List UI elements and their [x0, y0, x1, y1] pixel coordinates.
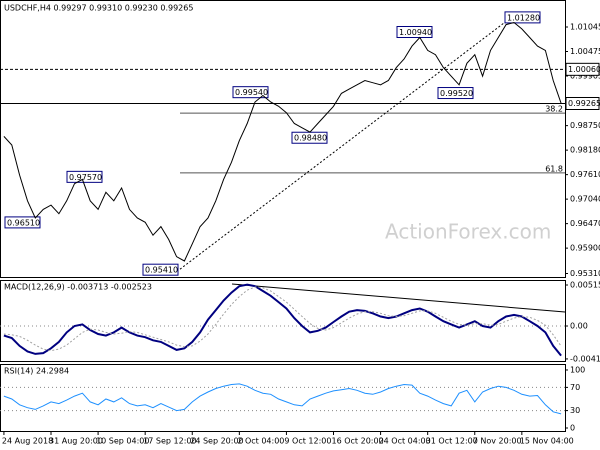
annotation-label: 1.01280 [507, 13, 540, 22]
annotation-label: 0.97570 [69, 173, 102, 182]
rsi-title: RSI(14) 24.2984 [4, 367, 69, 376]
annotation-label: 0.95410 [145, 266, 178, 275]
annotation-label: 1.00940 [399, 28, 432, 37]
x-tick-label: 7 Nov 20:00 [473, 437, 522, 446]
x-tick-label: 16 Oct 20:00 [332, 437, 384, 446]
y-tick-label: 0.96470 [570, 219, 600, 228]
y-tick-label: 70 [570, 383, 580, 392]
x-tick-label: 24 Oct 04:00 [379, 437, 431, 446]
macd-panel [0, 280, 566, 362]
y-tick-label: 0.95900 [570, 244, 600, 253]
y-tick-label: 0.95310 [570, 269, 600, 278]
watermark: ActionForex.com [385, 220, 551, 244]
macd-line [3, 283, 562, 357]
annotation-box [232, 86, 269, 99]
trendline [179, 16, 513, 270]
level-label: 1.00060 [568, 65, 600, 74]
annotation-box [4, 216, 41, 229]
y-tick-label: 1.00475 [570, 47, 600, 56]
x-tick-label: 15 Nov 04:00 [520, 437, 574, 446]
level-label: 0.99265 [568, 99, 600, 108]
x-tick-label: 24 Aug 2018 [2, 437, 53, 446]
annotation-label: 0.98480 [294, 134, 327, 143]
x-tick-label: 9 Oct 12:00 [284, 437, 331, 446]
y-tick-label: 1.01045 [570, 22, 600, 31]
y-tick-label: 0.97040 [570, 195, 600, 204]
annotation-label: 0.99540 [235, 88, 268, 97]
annotation-box [66, 170, 103, 183]
y-tick-label: 0.97610 [570, 170, 600, 179]
y-tick-label: -0.004135 [570, 354, 600, 363]
y-tick-label: 0.00 [570, 322, 588, 331]
y-tick-label: 0.98750 [570, 121, 600, 130]
fib-label: 38.2 [545, 105, 563, 114]
signal-line [3, 286, 562, 352]
annotation-label: 0.99520 [440, 89, 473, 98]
x-tick-label: 10 Sep 04:00 [96, 437, 149, 446]
rsi-line [3, 383, 562, 415]
macd-title: MACD(12,26,9) -0.003713 -0.002523 [4, 283, 152, 292]
price-line [3, 21, 562, 262]
annotation-box [437, 87, 474, 100]
x-tick-label: 31 Aug 20:00 [49, 437, 103, 446]
y-tick-label: 100 [570, 365, 585, 374]
rsi-panel [0, 364, 566, 432]
level-box [565, 96, 600, 110]
y-tick-label: 0.98180 [570, 146, 600, 155]
x-tick-label: 24 Sep 20:00 [190, 437, 243, 446]
annotation-label: 0.96510 [7, 218, 40, 227]
x-tick-label: 31 Oct 12:00 [426, 437, 478, 446]
y-tick-label: 30 [570, 406, 580, 415]
y-tick-label: 0.005152 [570, 280, 600, 289]
annotation-box [142, 263, 179, 276]
macd-trendline [231, 283, 566, 313]
y-tick-label: 0.99905 [570, 71, 600, 80]
price-panel [0, 0, 566, 278]
chart-title: USDCHF,H4 0.99297 0.99310 0.99230 0.9926… [4, 4, 193, 13]
x-tick-label: 2 Oct 04:00 [237, 437, 284, 446]
fib-label: 61.8 [545, 164, 563, 173]
annotation-box [504, 11, 541, 24]
y-tick-label: 0 [570, 423, 575, 432]
annotation-box [396, 26, 433, 39]
level-box [565, 62, 600, 76]
x-tick-label: 17 Sep 12:00 [143, 437, 196, 446]
